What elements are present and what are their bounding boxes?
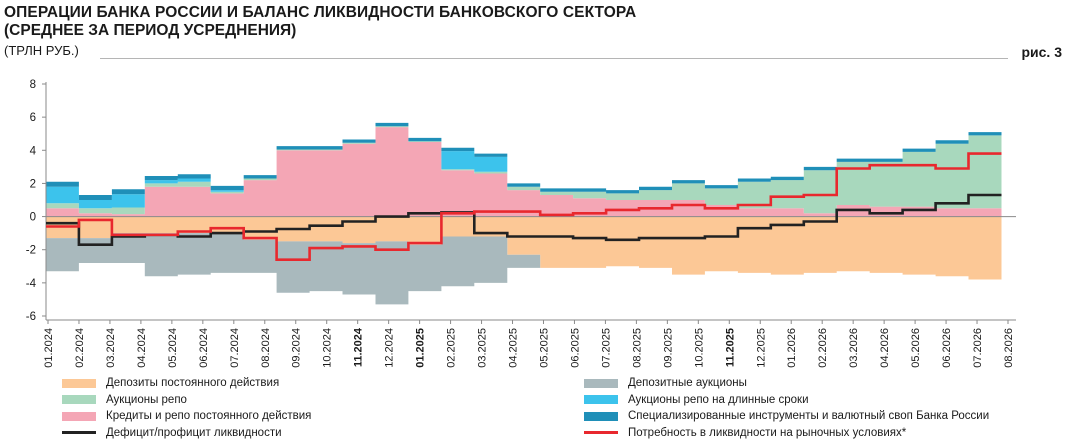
series-line-0	[46, 193, 1002, 246]
x-tick-label: 08.2026	[1003, 328, 1015, 368]
legend-swatch	[62, 378, 96, 388]
x-tick-label: 10.2024	[322, 328, 334, 368]
legend-swatch	[62, 411, 96, 421]
chart-subtitle: (СРЕДНЕЕ ЗА ПЕРИОД УСРЕДНЕНИЯ)	[4, 22, 297, 39]
x-tick-label: 07.2025	[600, 328, 612, 368]
x-tick-label: 01.2025	[415, 328, 427, 368]
legend-label: Потребность в ликвидности на рыночных ус…	[628, 426, 907, 439]
x-tick-label: 07.2026	[972, 328, 984, 368]
x-tick-label: 10.2025	[693, 328, 705, 368]
x-tick-label: 02.2025	[446, 328, 458, 368]
x-tick-label: 01.2024	[43, 328, 55, 368]
y-tick-label: 4	[30, 145, 37, 157]
x-tick-label: 05.2025	[538, 328, 550, 368]
legend-item: Депозитные аукционы	[584, 377, 747, 389]
x-tick-label: 12.2025	[755, 328, 767, 368]
y-tick-label: 8	[30, 79, 36, 91]
x-tick-label: 03.2026	[848, 328, 860, 368]
legend-swatch	[584, 411, 618, 421]
legend-item: Аукционы репо на длинные сроки	[584, 394, 809, 406]
x-tick-label: 09.2024	[291, 328, 303, 368]
x-tick-label: 12.2024	[384, 328, 396, 368]
x-tick-label: 03.2024	[105, 328, 117, 368]
legend-swatch	[584, 431, 618, 434]
header-rule	[100, 58, 1008, 59]
legend-item: Специализированные инструменты и валютны…	[584, 410, 989, 422]
x-tick-label: 05.2026	[910, 328, 922, 368]
y-tick-label: 2	[30, 178, 36, 190]
x-tick-label: 02.2024	[74, 328, 86, 368]
legend-label: Депозиты постоянного действия	[106, 377, 280, 389]
x-tick-label: 05.2024	[167, 328, 179, 368]
legend-label: Дефицит/профицит ликвидности	[106, 426, 282, 439]
negative-area-0	[46, 216, 1002, 280]
legend-item: Аукционы репо	[62, 394, 187, 406]
series-line-1	[46, 152, 1002, 261]
legend-swatch	[584, 378, 618, 388]
x-tick-label: 11.2025	[724, 328, 736, 367]
y-tick-label: 6	[30, 112, 36, 124]
legend-swatch	[584, 395, 618, 404]
chart-units: (ТРЛН РУБ.)	[4, 43, 79, 58]
x-tick-label: 02.2026	[817, 328, 829, 368]
legend-item: Кредиты и репо постоянного действия	[62, 410, 311, 422]
x-tick-label: 03.2025	[477, 328, 489, 368]
x-tick-label: 06.2024	[198, 328, 210, 368]
legend-item: Потребность в ликвидности на рыночных ус…	[584, 427, 906, 439]
positive-area-2	[46, 126, 1002, 209]
x-tick-label: 04.2025	[508, 328, 520, 368]
x-tick-label: 09.2025	[662, 328, 674, 368]
legend-label: Депозитные аукционы	[628, 377, 747, 389]
x-tick-label: 06.2025	[569, 328, 581, 368]
x-tick-label: 04.2026	[879, 328, 891, 368]
x-tick-label: 06.2026	[941, 328, 953, 368]
x-tick-label: 07.2024	[229, 328, 241, 368]
y-tick-label: -4	[26, 278, 37, 290]
legend-label: Кредиты и репо постоянного действия	[106, 410, 312, 422]
legend-swatch	[62, 395, 96, 404]
positive-area-1	[46, 126, 1002, 215]
x-tick-label: 08.2024	[260, 328, 272, 368]
y-tick-label: -2	[26, 245, 36, 257]
legend-label: Аукционы репо на длинные сроки	[628, 393, 809, 406]
chart-header: ОПЕРАЦИИ БАНКА РОССИИ И БАЛАНС ЛИКВИДНОС…	[4, 4, 636, 59]
x-tick-label: 04.2024	[136, 328, 148, 368]
legend-item: Дефицит/профицит ликвидности	[62, 427, 282, 439]
x-tick-label: 11.2024	[353, 327, 365, 367]
legend-item: Депозиты постоянного действия	[62, 377, 279, 389]
legend-label: Аукционы репо	[106, 393, 187, 406]
negative-area-1	[46, 233, 1002, 305]
legend-label: Специализированные инструменты и валютны…	[628, 410, 990, 422]
legend-swatch	[62, 431, 96, 434]
y-tick-label: 0	[30, 212, 36, 224]
x-tick-label: 01.2026	[786, 328, 798, 368]
y-tick-label: -6	[26, 311, 36, 323]
positive-area-3	[46, 122, 1002, 200]
positive-area-0	[46, 127, 1002, 217]
chart-title: ОПЕРАЦИИ БАНКА РОССИИ И БАЛАНС ЛИКВИДНОС…	[4, 4, 637, 21]
figure-label: рис. 3	[1021, 44, 1062, 60]
x-tick-label: 08.2025	[631, 328, 643, 368]
